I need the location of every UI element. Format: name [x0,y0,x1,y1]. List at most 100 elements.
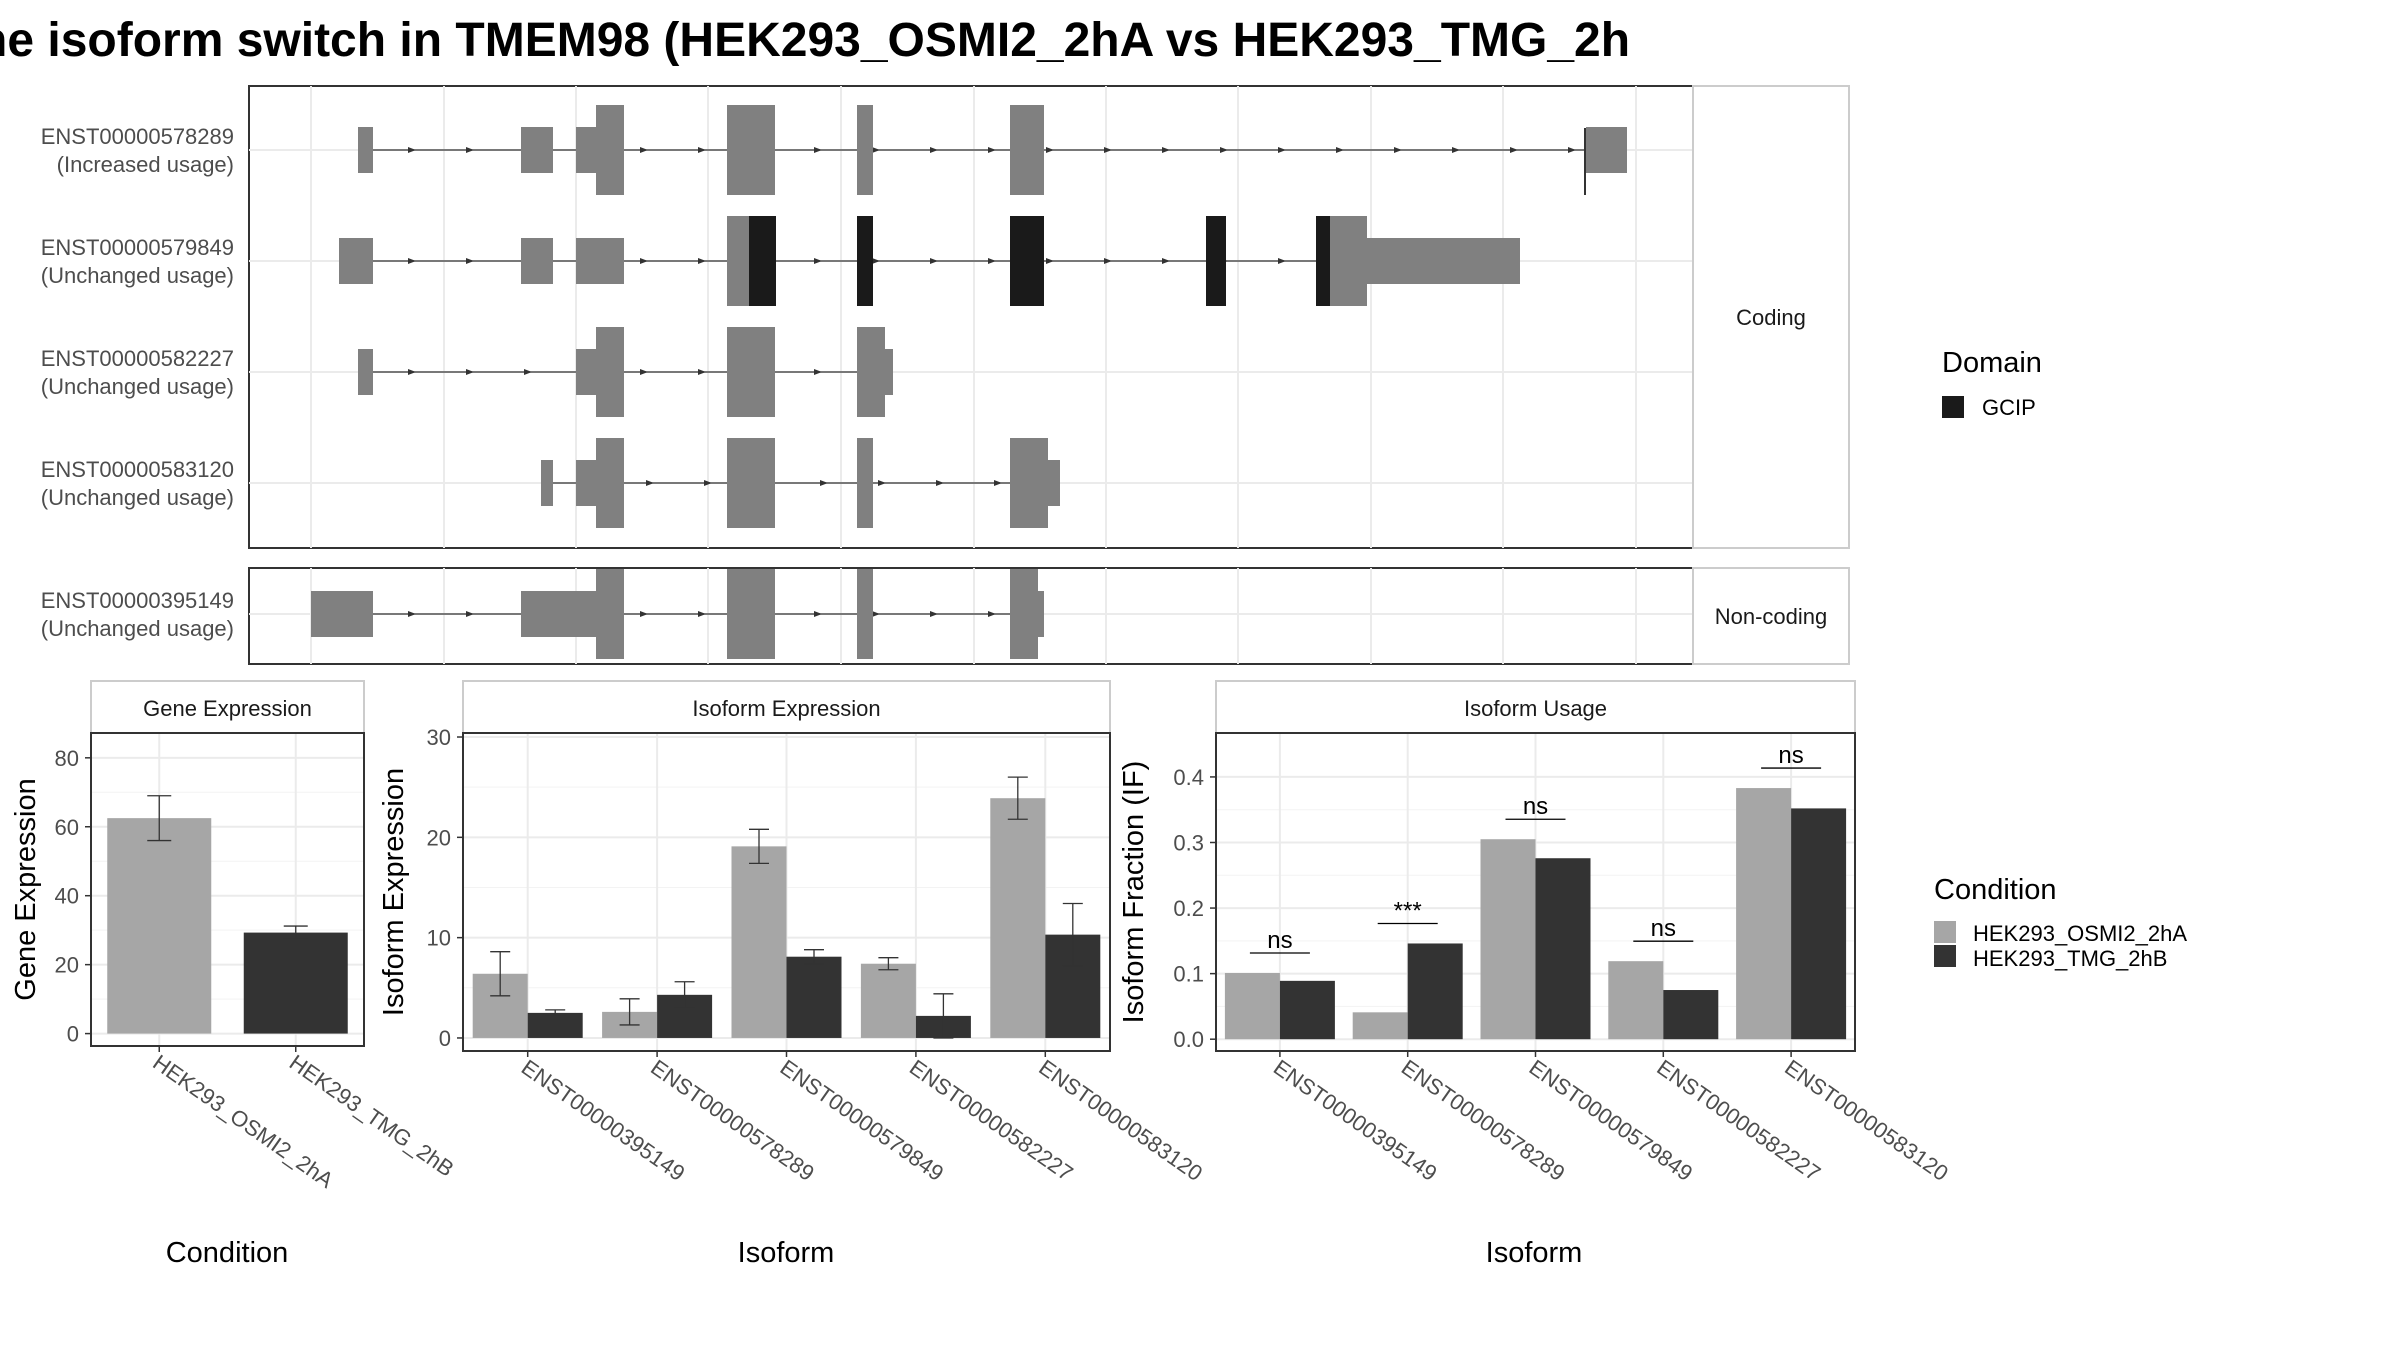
intron-direction-arrow [698,611,706,617]
intron-direction-arrow [1394,147,1402,153]
panel-strip-title: Isoform Usage [1464,696,1607,721]
condition-legend-key-a [1934,921,1956,943]
domain-legend-label: GCIP [1982,395,2036,420]
gcip-domain [857,216,873,306]
coding-strip-label: Coding [1736,305,1806,330]
intron-direction-arrow [872,147,880,153]
intron-direction-arrow [466,147,474,153]
exon [727,105,775,195]
intron-direction-arrow [872,258,880,264]
exon [358,349,373,395]
intron-direction-arrow [988,611,996,617]
intron-direction-arrow [936,480,944,486]
bar [1736,788,1792,1040]
y-tick-label: 0.2 [1173,896,1204,921]
condition-legend: Condition HEK293_OSMI2_2hA HEK293_TMG_2h… [1934,874,2187,971]
exon [1330,216,1367,306]
transcript-usage-label: (Unchanged usage) [41,374,234,399]
intron-direction-arrow [466,258,474,264]
exon [1010,569,1038,659]
intron-direction-arrow [698,258,706,264]
intron-direction-arrow [1336,147,1344,153]
x-axis-title: Condition [166,1237,289,1269]
exon [311,591,373,637]
bar [1663,990,1719,1040]
intron-direction-arrow [820,480,828,486]
intron-direction-arrow [1220,147,1228,153]
y-axis-title: Isoform Expression [378,768,410,1016]
exon [885,349,893,395]
transcript-usage-label: (Unchanged usage) [41,616,234,641]
exon [857,105,873,195]
panel-strip [462,680,1111,734]
panel-strip-title: Gene Expression [143,696,312,721]
exon [339,238,373,284]
intron-direction-arrow [466,611,474,617]
intron-direction-arrow [930,147,938,153]
condition-legend-label-a: HEK293_OSMI2_2hA [1973,921,2187,946]
bar [1535,858,1591,1040]
exon [727,327,775,417]
exon [521,591,596,637]
bar [527,1012,583,1038]
intron-direction-arrow [988,147,996,153]
intron-direction-arrow [930,258,938,264]
exon [576,127,596,173]
transcript-id-label: ENST00000582227 [41,346,234,371]
exon [1586,127,1627,173]
bar [731,846,787,1038]
bar [1791,808,1847,1040]
bar [1352,1012,1408,1040]
exon [857,569,873,659]
exon [596,105,624,195]
bar [1608,961,1664,1040]
exon [596,569,624,659]
significance-label: ns [1523,793,1548,820]
exon [727,569,775,659]
intron-direction-arrow [878,480,886,486]
intron-direction-arrow [524,369,532,375]
intron-direction-arrow [1104,147,1112,153]
intron-direction-arrow [1278,147,1286,153]
transcript-track-ENST00000583120 [541,438,1060,528]
y-tick-label: 40 [55,884,79,909]
coding-panel-background [248,85,1694,549]
figure-title: he isoform switch in TMEM98 (HEK293_OSMI… [0,14,1630,67]
intron-direction-arrow [1568,147,1576,153]
intron-direction-arrow [988,258,996,264]
bar [1224,972,1280,1040]
intron-direction-arrow [698,147,706,153]
intron-direction-arrow [698,369,706,375]
noncoding-panel-background [248,567,1694,665]
transcript-id-label: ENST00000578289 [41,124,234,149]
intron-direction-arrow [1046,147,1054,153]
y-tick-label: 0.4 [1173,765,1204,790]
intron-direction-arrow [814,258,822,264]
bar [860,963,916,1038]
bar [107,818,212,1034]
x-axis-title: Isoform [1486,1237,1583,1269]
exon [521,127,553,173]
y-tick-label: 30 [427,725,451,750]
y-axis-title: Gene Expression [10,778,42,1000]
exon [1010,438,1048,528]
plot-frame [90,732,365,1047]
exon [727,438,775,528]
significance-label: ns [1651,915,1676,942]
expression-panels: Gene Expression020406080HEK293_OSMI2_2hA… [10,680,1953,1269]
x-axis-title: Isoform [738,1237,835,1269]
bar [990,798,1046,1038]
exon [358,127,373,173]
intron-direction-arrow [814,147,822,153]
transcript-id-label: ENST00000395149 [41,588,234,613]
exon [741,216,749,306]
exon [596,438,624,528]
gcip-domain [1206,216,1226,306]
intron-direction-arrow [466,369,474,375]
condition-legend-title: Condition [1934,874,2057,906]
intron-direction-arrow [814,369,822,375]
intron-direction-arrow [1452,147,1460,153]
transcript-usage-label: (Increased usage) [57,152,234,177]
exon [576,460,596,506]
intron-direction-arrow [640,147,648,153]
